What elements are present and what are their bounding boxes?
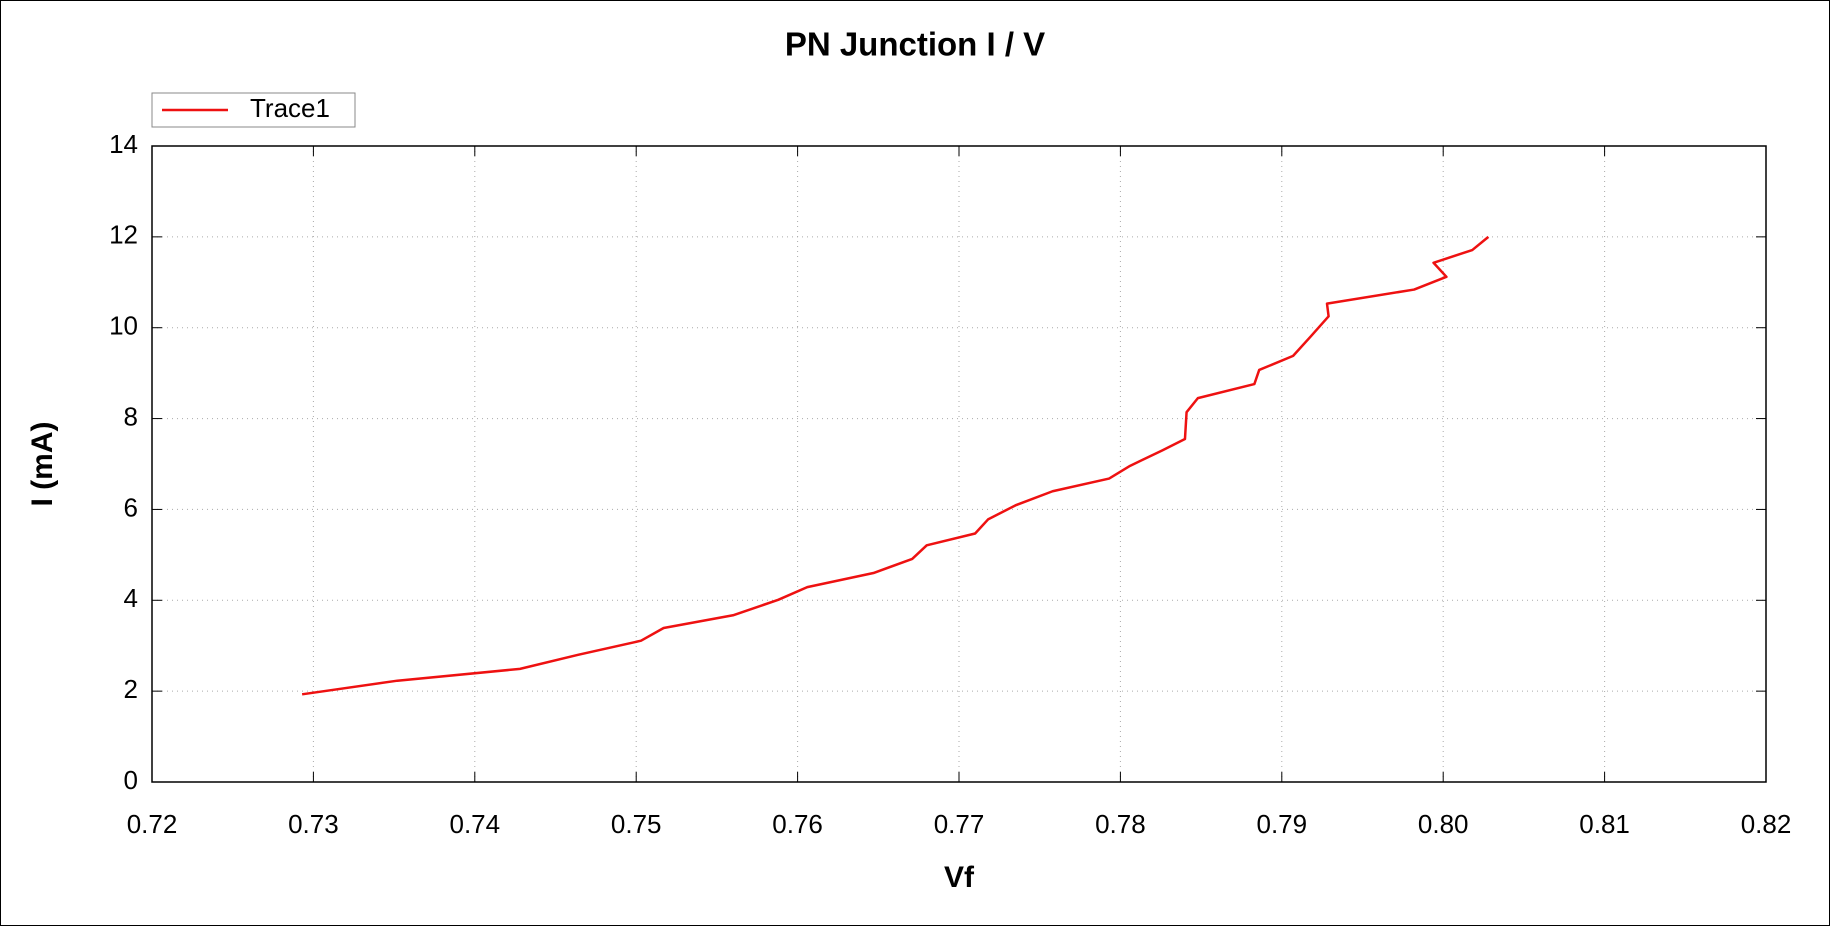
- plot-frame: [151, 145, 1767, 783]
- y-tick-label: 8: [124, 401, 138, 431]
- legend-label: Trace1: [250, 93, 330, 123]
- x-tick-label: 0.79: [1256, 809, 1307, 839]
- y-tick-label: 6: [124, 492, 138, 522]
- x-tick-label: 0.72: [127, 809, 178, 839]
- x-tick-label: 0.82: [1741, 809, 1792, 839]
- x-tick-label: 0.81: [1579, 809, 1630, 839]
- x-tick-label: 0.74: [449, 809, 500, 839]
- y-tick-label: 2: [124, 674, 138, 704]
- x-tick-label: 0.78: [1095, 809, 1146, 839]
- y-tick-label: 0: [124, 765, 138, 795]
- data-line: [301, 235, 1490, 696]
- x-tick-label: 0.75: [611, 809, 662, 839]
- x-axis-label: Vf: [944, 861, 975, 894]
- y-tick-label: 14: [109, 129, 138, 159]
- y-tick-label: 12: [109, 220, 138, 250]
- y-tick-label: 10: [109, 311, 138, 341]
- y-tick-label: 4: [124, 583, 138, 613]
- x-tick-label: 0.77: [934, 809, 985, 839]
- x-tick-label: 0.80: [1418, 809, 1469, 839]
- x-tick-label: 0.76: [772, 809, 823, 839]
- chart-title: PN Junction I / V: [785, 26, 1045, 63]
- y-axis-label: I (mA): [26, 422, 59, 507]
- x-tick-label: 0.73: [288, 809, 339, 839]
